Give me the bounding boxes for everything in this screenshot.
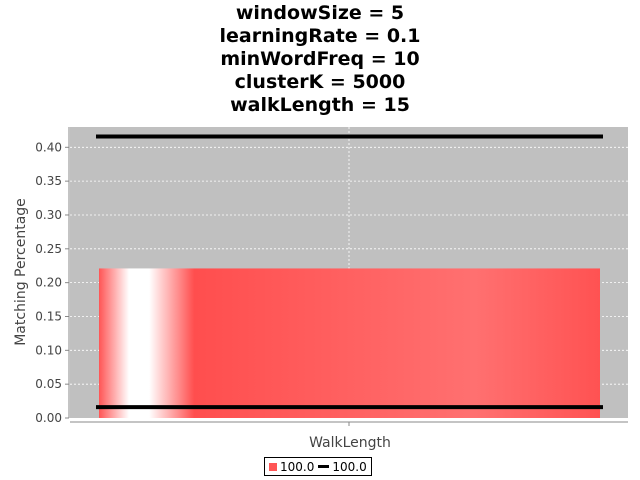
bar-series — [99, 268, 600, 418]
y-tick-label: 0.25 — [35, 242, 62, 256]
legend-swatch-line — [318, 465, 330, 468]
x-axis-label: WalkLength — [309, 435, 391, 451]
legend-label-bar: 100.0 — [280, 459, 315, 474]
y-tick-label: 0.15 — [35, 309, 62, 323]
title-line-min-word-freq: minWordFreq = 10 — [220, 48, 420, 70]
legend-item-line: 100.0 — [318, 459, 367, 474]
legend-item-bar: 100.0 — [269, 460, 314, 474]
legend: 100.0 100.0 — [264, 457, 372, 476]
y-tick-label: 0.20 — [35, 276, 62, 290]
axes — [68, 127, 628, 426]
legend-label-line: 100.0 — [332, 459, 367, 474]
legend-swatch-bar — [269, 462, 277, 471]
y-tick-label: 0.00 — [35, 411, 62, 425]
y-tick-label: 0.30 — [35, 208, 62, 222]
line-series — [96, 134, 603, 410]
y-tick-label: 0.05 — [35, 377, 62, 391]
y-tick-label: 0.35 — [35, 174, 62, 188]
bar-walklength — [99, 268, 600, 418]
y-axis-label: Matching Percentage — [13, 198, 29, 346]
title-line-learning-rate: learningRate = 0.1 — [219, 25, 421, 47]
chart-title: windowSize = 5 learningRate = 0.1 minWor… — [0, 2, 640, 117]
title-line-walk-length: walkLength = 15 — [230, 94, 410, 116]
title-line-window-size: windowSize = 5 — [235, 2, 405, 24]
y-ticks: 0.00 0.05 0.10 0.15 0.20 0.25 0.30 0.35 0.40 — [35, 140, 69, 425]
y-tick-label: 0.10 — [35, 343, 62, 357]
title-line-cluster-k: clusterK = 5000 — [234, 71, 406, 93]
y-tick-label: 0.40 — [35, 140, 62, 154]
